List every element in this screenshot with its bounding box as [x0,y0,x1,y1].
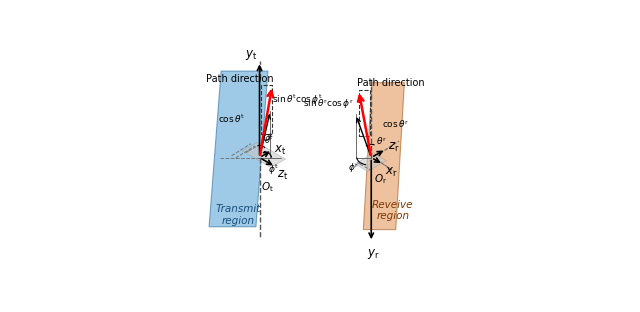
Polygon shape [355,153,387,171]
Text: $O_{\rm t}$: $O_{\rm t}$ [260,180,273,194]
Text: $y_{\rm r}$: $y_{\rm r}$ [367,247,380,261]
Text: $x_{\rm r}$: $x_{\rm r}$ [385,166,398,179]
Text: $\theta^{\rm t}$: $\theta^{\rm t}$ [264,133,275,146]
Text: Path direction: Path direction [206,74,273,84]
Polygon shape [243,142,285,168]
Text: $\phi^{\rm t}$: $\phi^{\rm t}$ [268,162,279,177]
Text: $\phi^{\rm r}$: $\phi^{\rm r}$ [348,161,359,175]
Text: $y_{\rm t}$: $y_{\rm t}$ [245,48,258,62]
Text: Reveive
region: Reveive region [372,200,413,221]
Text: Transmit
region: Transmit region [215,204,260,226]
Text: $\theta^{\rm r}$: $\theta^{\rm r}$ [376,135,387,147]
Text: $\sin\theta^{\rm r}\cos\phi^{\rm r}$: $\sin\theta^{\rm r}\cos\phi^{\rm r}$ [303,97,355,111]
Polygon shape [364,83,404,230]
Text: $z_{\rm r}$: $z_{\rm r}$ [388,141,399,154]
Text: $\cos\theta^{\rm t}$: $\cos\theta^{\rm t}$ [218,113,246,125]
Text: Path direction: Path direction [358,78,425,88]
Text: $\cos\theta^{\rm r}$: $\cos\theta^{\rm r}$ [381,118,409,130]
Text: $x_{\rm t}$: $x_{\rm t}$ [275,144,287,157]
Text: $z_{\rm t}$: $z_{\rm t}$ [277,169,289,182]
Text: $\sin\theta^{\rm t}\cos\phi^{\rm t}$: $\sin\theta^{\rm t}\cos\phi^{\rm t}$ [271,93,323,107]
Text: $O_{\rm r}$: $O_{\rm r}$ [374,172,387,186]
Polygon shape [209,71,268,227]
Text: $O^{\rm t}$: $O^{\rm t}$ [262,132,275,144]
